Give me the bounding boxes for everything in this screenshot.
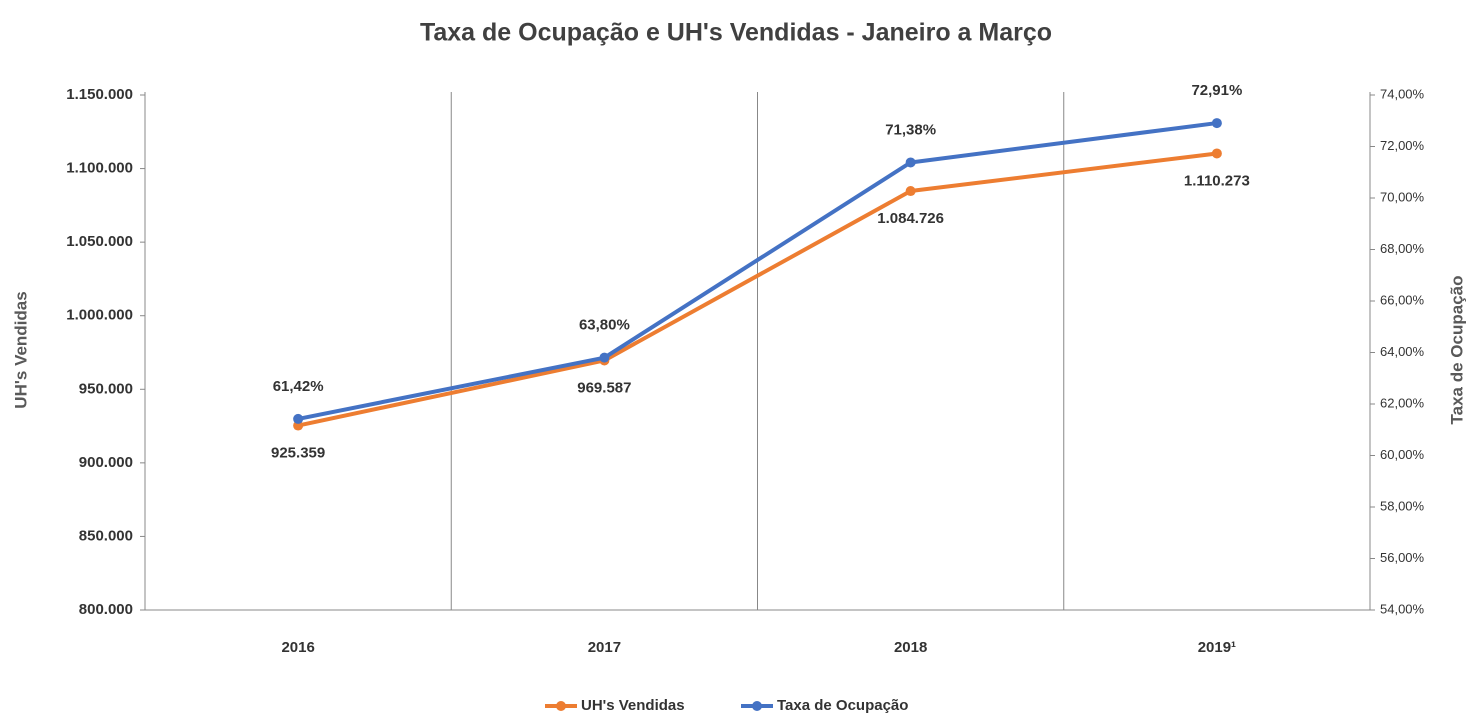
x-tick-label: 2017 [588, 639, 621, 656]
data-label: 1.084.726 [877, 210, 944, 227]
y2-tick-label: 54,00% [1380, 601, 1425, 616]
y-tick-label: 1.150.000 [66, 86, 133, 103]
data-label: 72,91% [1191, 82, 1242, 99]
data-label: 969.587 [577, 379, 631, 396]
y2-tick-label: 70,00% [1380, 189, 1425, 204]
y-tick-label: 900.000 [79, 454, 133, 471]
y2-tick-label: 72,00% [1380, 138, 1425, 153]
data-label: 63,80% [579, 317, 630, 334]
y2-tick-label: 74,00% [1380, 86, 1425, 101]
y2-tick-label: 58,00% [1380, 498, 1425, 513]
y2-tick-label: 62,00% [1380, 395, 1425, 410]
data-point [905, 157, 916, 168]
chart-title: Taxa de Ocupação e UH's Vendidas - Janei… [420, 19, 1052, 47]
data-point [293, 413, 304, 424]
y2-tick-label: 66,00% [1380, 292, 1425, 307]
x-tick-label: 2019¹ [1198, 639, 1236, 656]
y-tick-label: 1.050.000 [66, 233, 133, 250]
data-point [1211, 118, 1222, 129]
series-line [297, 151, 1218, 428]
y2-axis-title: Taxa de Ocupação [1447, 276, 1466, 425]
y-tick-label: 850.000 [79, 527, 133, 544]
y-tick-label: 950.000 [79, 380, 133, 397]
y2-tick-label: 60,00% [1380, 447, 1425, 462]
data-point [1211, 148, 1222, 159]
legend-marker [556, 701, 566, 711]
data-label: 925.359 [271, 445, 325, 462]
y2-tick-label: 64,00% [1380, 344, 1425, 359]
data-point [905, 186, 916, 197]
x-tick-label: 2016 [281, 639, 314, 656]
data-label: 71,38% [885, 121, 936, 138]
y-tick-label: 1.000.000 [66, 307, 133, 324]
y2-tick-label: 68,00% [1380, 241, 1425, 256]
y-tick-label: 1.100.000 [66, 160, 133, 177]
y2-tick-label: 56,00% [1380, 550, 1425, 565]
legend-label: UH's Vendidas [581, 697, 685, 714]
data-label: 1.110.273 [1184, 172, 1250, 189]
legend-marker [752, 701, 762, 711]
series-line [297, 121, 1218, 421]
y-axis-title: UH's Vendidas [11, 291, 30, 408]
y-tick-label: 800.000 [79, 601, 133, 618]
data-point [599, 352, 610, 363]
data-label: 61,42% [273, 378, 324, 395]
x-tick-label: 2018 [894, 639, 927, 656]
legend-label: Taxa de Ocupação [777, 697, 908, 714]
